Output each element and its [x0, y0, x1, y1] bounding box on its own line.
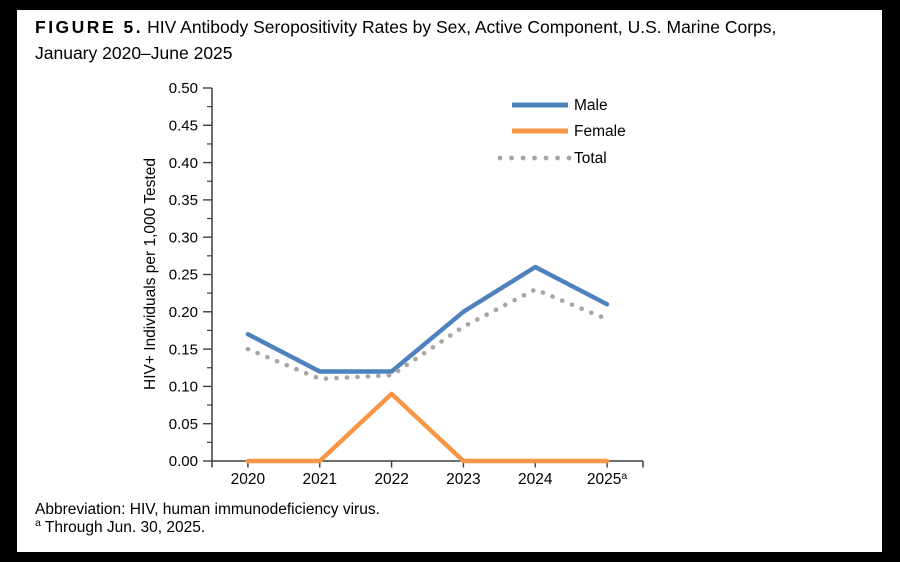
footnote-text: Through Jun. 30, 2025. — [44, 519, 206, 536]
y-tick-label: 0.50 — [169, 80, 198, 97]
x-tick-label: 2025a — [587, 470, 627, 488]
footnote-abbreviation: Abbreviation: HIV, human immunodeficienc… — [35, 501, 380, 519]
series-female-line — [245, 391, 610, 464]
x-tick-label: 2023 — [446, 471, 480, 488]
y-tick-label: 0.00 — [169, 453, 198, 470]
legend-label-female: Female — [574, 123, 626, 140]
legend-label-male: Male — [574, 97, 608, 114]
footnote-through-date: a Through Jun. 30, 2025. — [35, 516, 206, 537]
y-tick-label: 0.40 — [169, 155, 198, 172]
footnote-marker: a — [35, 516, 41, 529]
series-male-line — [245, 264, 610, 374]
y-tick-label: 0.30 — [169, 229, 198, 246]
y-tick-label: 0.05 — [169, 416, 198, 433]
legend-label-total: Total — [574, 150, 607, 167]
footnote-abbreviation-text: Abbreviation: HIV, human immunodeficienc… — [35, 501, 380, 518]
y-tick-label: 0.10 — [169, 379, 198, 396]
figure-title: FIGURE 5. HIV Antibody Seropositivity Rat… — [35, 14, 840, 66]
figure-title-text: HIV Antibody Seropositivity Rates by Sex… — [35, 17, 777, 63]
y-tick-label: 0.20 — [169, 304, 198, 321]
x-tick-label: 2024 — [518, 471, 553, 488]
y-axis-title: HIV+ Individuals per 1,000 Tested — [142, 158, 159, 390]
series-total-line — [245, 287, 610, 382]
y-tick-label: 0.35 — [169, 192, 198, 209]
x-tick-label: 2021 — [303, 471, 337, 488]
y-tick-label: 0.45 — [169, 118, 198, 135]
y-tick-label: 0.15 — [169, 341, 198, 358]
x-tick-superscript: a — [621, 470, 627, 482]
figure-label: FIGURE 5. — [35, 17, 144, 37]
x-tick-label: 2022 — [374, 471, 408, 488]
x-tick-label: 2020 — [231, 471, 266, 488]
y-tick-label: 0.25 — [169, 267, 198, 284]
